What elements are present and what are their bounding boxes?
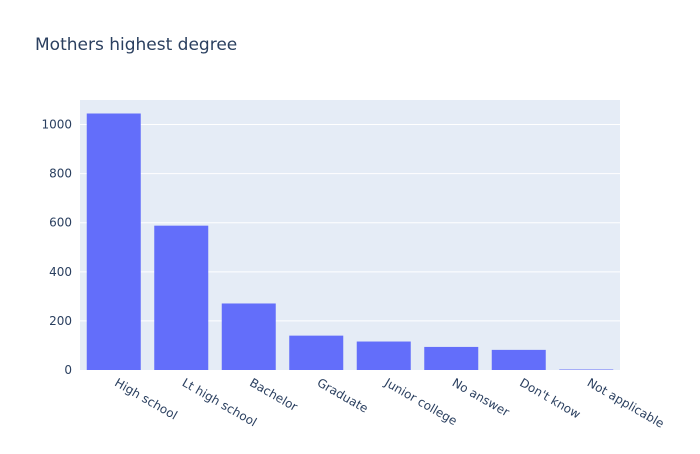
x-tick-label: Bachelor <box>247 375 300 414</box>
bar <box>424 347 478 370</box>
y-tick-label: 200 <box>49 314 72 328</box>
y-tick-label: 1000 <box>41 118 72 132</box>
x-tick-label: Lt high school <box>180 375 259 429</box>
x-tick-label: Graduate <box>315 375 371 415</box>
x-tick-label: No answer <box>450 375 512 419</box>
bar <box>492 350 546 370</box>
y-axis-ticks: 0 200 400 600 800 1000 <box>41 118 72 377</box>
bar <box>357 342 411 370</box>
bar <box>222 303 276 370</box>
bar <box>87 114 141 371</box>
chart-title: Mothers highest degree <box>35 35 237 55</box>
x-tick-label: High school <box>112 375 180 422</box>
bar <box>289 336 343 370</box>
x-tick-label: Don't know <box>517 375 583 421</box>
y-tick-label: 600 <box>49 216 72 230</box>
y-tick-label: 400 <box>49 265 72 279</box>
y-tick-label: 0 <box>64 363 72 377</box>
x-tick-label: Not applicable <box>585 375 667 430</box>
y-tick-label: 800 <box>49 167 72 181</box>
x-tick-label: Junior college <box>381 375 459 428</box>
bar <box>154 226 208 370</box>
